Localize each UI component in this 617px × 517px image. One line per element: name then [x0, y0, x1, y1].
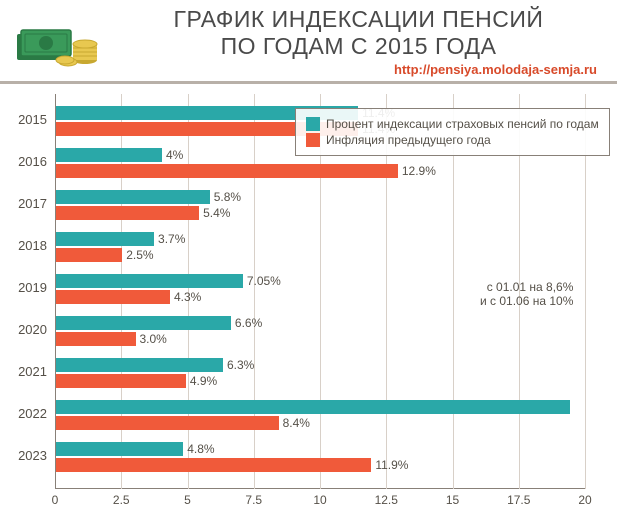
bar-inflation: 12.9% — [56, 164, 398, 178]
year-label: 2018 — [18, 238, 47, 253]
money-icon — [10, 14, 110, 69]
bar-indexation: 4% — [56, 148, 162, 162]
x-tick-label: 12.5 — [375, 493, 398, 507]
header: ГРАФИК ИНДЕКСАЦИИ ПЕНСИЙ ПО ГОДАМ С 2015… — [0, 0, 617, 84]
bar-inflation: 11.9% — [56, 458, 371, 472]
bar-inflation: 8.4% — [56, 416, 279, 430]
bar-value-label: 2.5% — [126, 248, 153, 262]
year-label: 2022 — [18, 406, 47, 421]
legend-swatch — [306, 117, 320, 131]
bar-value-label: 6.3% — [227, 358, 254, 372]
year-label: 2021 — [18, 364, 47, 379]
bar-value-label: 4.9% — [190, 374, 217, 388]
bar-value-label: 8.4% — [283, 416, 310, 430]
bar-value-label: 6.6% — [235, 316, 262, 330]
bar-indexation: 3.7% — [56, 232, 154, 246]
title-block: ГРАФИК ИНДЕКСАЦИИ ПЕНСИЙ ПО ГОДАМ С 2015… — [110, 6, 607, 77]
x-tick-label: 10 — [313, 493, 326, 507]
bar-indexation: 5.8% — [56, 190, 210, 204]
year-label: 2023 — [18, 448, 47, 463]
title-line1: ГРАФИК ИНДЕКСАЦИИ ПЕНСИЙ — [174, 6, 544, 32]
bar-indexation: 4.8% — [56, 442, 183, 456]
bar-indexation — [56, 400, 570, 414]
bar-inflation: 5.4% — [56, 206, 199, 220]
year-label: 2016 — [18, 154, 47, 169]
legend-label: Процент индексации страховых пенсий по г… — [326, 117, 599, 131]
title-line2: ПО ГОДАМ С 2015 ГОДА — [221, 33, 497, 59]
bar-inflation: 4.9% — [56, 374, 186, 388]
legend-swatch — [306, 133, 320, 147]
bar-value-label: 4% — [166, 148, 183, 162]
bar-value-label: 5.4% — [203, 206, 230, 220]
bar-inflation: 2.5% — [56, 248, 122, 262]
bar-value-label: 7.05% — [247, 274, 281, 288]
annotation-line2: и с 01.06 на 10% — [480, 294, 573, 308]
bar-indexation: 6.6% — [56, 316, 231, 330]
year-label: 2019 — [18, 280, 47, 295]
bar-inflation: 4.3% — [56, 290, 170, 304]
chart-title: ГРАФИК ИНДЕКСАЦИИ ПЕНСИЙ ПО ГОДАМ С 2015… — [110, 6, 607, 60]
x-tick-label: 0 — [52, 493, 59, 507]
bar-value-label: 3.7% — [158, 232, 185, 246]
bar-inflation: 3.0% — [56, 332, 136, 346]
bar-value-label: 3.0% — [140, 332, 167, 346]
legend: Процент индексации страховых пенсий по г… — [295, 108, 610, 156]
year-label: 2020 — [18, 322, 47, 337]
year-label: 2015 — [18, 112, 47, 127]
bar-value-label: 4.8% — [187, 442, 214, 456]
annotation-2022: с 01.01 на 8,6% и с 01.06 на 10% — [480, 280, 573, 308]
bar-value-label: 11.9% — [375, 458, 408, 472]
bar-indexation: 6.3% — [56, 358, 223, 372]
x-tick-label: 17.5 — [507, 493, 530, 507]
x-tick-label: 5 — [184, 493, 191, 507]
source-url: http://pensiya.molodaja-semja.ru — [110, 62, 607, 77]
x-tick-label: 15 — [446, 493, 459, 507]
legend-row: Процент индексации страховых пенсий по г… — [306, 117, 599, 131]
x-tick-label: 2.5 — [113, 493, 130, 507]
bar-value-label: 4.3% — [174, 290, 201, 304]
legend-row: Инфляция предыдущего года — [306, 133, 599, 147]
x-tick-label: 20 — [578, 493, 591, 507]
annotation-line1: с 01.01 на 8,6% — [487, 280, 574, 294]
legend-label: Инфляция предыдущего года — [326, 133, 491, 147]
year-label: 2017 — [18, 196, 47, 211]
bar-indexation: 7.05% — [56, 274, 243, 288]
x-tick-label: 7.5 — [245, 493, 262, 507]
bar-value-label: 12.9% — [402, 164, 436, 178]
bar-value-label: 5.8% — [214, 190, 241, 204]
